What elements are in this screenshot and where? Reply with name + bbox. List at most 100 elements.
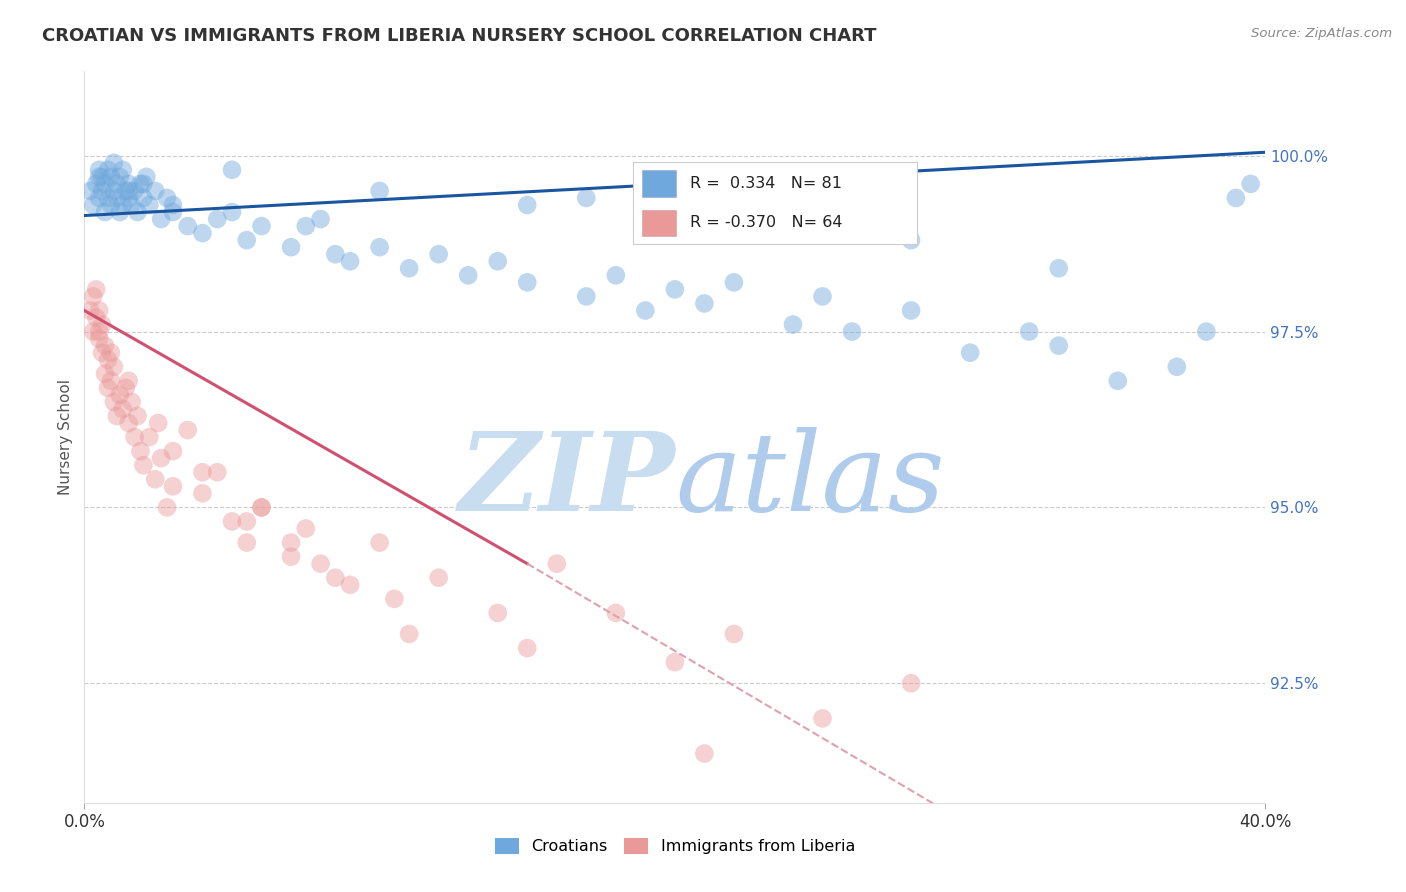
Point (516, 198, 538, 212)
Point (87, 162, 111, 177)
Point (900, 303, 922, 318)
FancyBboxPatch shape (643, 170, 676, 196)
Point (1047, 339, 1070, 353)
Point (427, 571, 450, 585)
Point (118, 191, 141, 205)
Point (162, 444, 184, 458)
Point (811, 711, 834, 725)
Point (156, 191, 179, 205)
Point (97, 352, 120, 367)
Point (191, 465, 214, 479)
Point (97, 162, 120, 177)
Point (368, 184, 391, 198)
Point (664, 219, 686, 233)
Point (82, 289, 104, 303)
Point (94, 205, 117, 219)
Point (398, 627, 420, 641)
Point (108, 169, 131, 184)
Point (325, 571, 347, 585)
Point (132, 177, 155, 191)
Point (91, 345, 114, 359)
Point (118, 374, 141, 388)
Point (87, 169, 111, 184)
Text: Source: ZipAtlas.com: Source: ZipAtlas.com (1251, 27, 1392, 40)
Point (427, 247, 450, 261)
Point (841, 325, 863, 339)
Point (84, 310, 107, 325)
Point (103, 359, 125, 374)
Point (156, 500, 179, 515)
Text: R =  0.334   N= 81: R = 0.334 N= 81 (690, 176, 842, 191)
Point (191, 226, 214, 240)
Point (250, 500, 273, 515)
Point (148, 416, 170, 430)
Point (457, 268, 479, 283)
Point (221, 515, 243, 529)
Point (103, 184, 125, 198)
Point (191, 486, 214, 500)
Point (605, 606, 627, 620)
Point (103, 395, 125, 409)
Point (162, 479, 184, 493)
Point (605, 268, 627, 283)
Point (162, 205, 184, 219)
Point (105, 177, 128, 191)
Point (575, 289, 598, 303)
Point (1047, 261, 1070, 276)
Point (111, 198, 134, 212)
Point (150, 451, 173, 466)
Point (84, 177, 107, 191)
Point (384, 591, 406, 606)
Point (900, 676, 922, 690)
Point (108, 205, 131, 219)
Point (693, 747, 716, 761)
Point (177, 423, 200, 437)
Point (127, 409, 149, 423)
Point (124, 430, 146, 444)
Point (87, 191, 111, 205)
Point (143, 472, 166, 486)
Point (339, 254, 361, 268)
Point (150, 212, 173, 227)
Point (693, 296, 716, 310)
Point (516, 276, 538, 290)
Point (723, 627, 745, 641)
Point (575, 191, 598, 205)
Point (105, 409, 128, 423)
Point (486, 254, 509, 268)
Point (129, 444, 152, 458)
Point (1166, 359, 1188, 374)
Point (129, 177, 152, 191)
Point (94, 339, 117, 353)
Point (280, 535, 302, 549)
Point (959, 345, 981, 359)
Point (132, 458, 155, 473)
Point (82, 198, 104, 212)
Text: CROATIAN VS IMMIGRANTS FROM LIBERIA NURSERY SCHOOL CORRELATION CHART: CROATIAN VS IMMIGRANTS FROM LIBERIA NURS… (42, 27, 877, 45)
Point (87, 303, 111, 318)
Point (124, 184, 146, 198)
Point (236, 515, 259, 529)
Point (111, 162, 134, 177)
Point (118, 184, 141, 198)
Point (94, 367, 117, 381)
Point (236, 535, 259, 549)
Point (368, 240, 391, 254)
Point (1225, 191, 1247, 205)
Point (100, 374, 122, 388)
Point (782, 318, 804, 332)
Point (1195, 325, 1218, 339)
Point (111, 401, 134, 416)
Text: ZIP: ZIP (458, 427, 675, 534)
Point (664, 282, 686, 296)
Point (900, 233, 922, 247)
Point (105, 191, 128, 205)
Point (811, 289, 834, 303)
Point (132, 191, 155, 205)
Point (91, 169, 114, 184)
Point (91, 184, 114, 198)
Point (79, 184, 101, 198)
Point (207, 212, 229, 227)
Point (546, 557, 568, 571)
Point (100, 198, 122, 212)
